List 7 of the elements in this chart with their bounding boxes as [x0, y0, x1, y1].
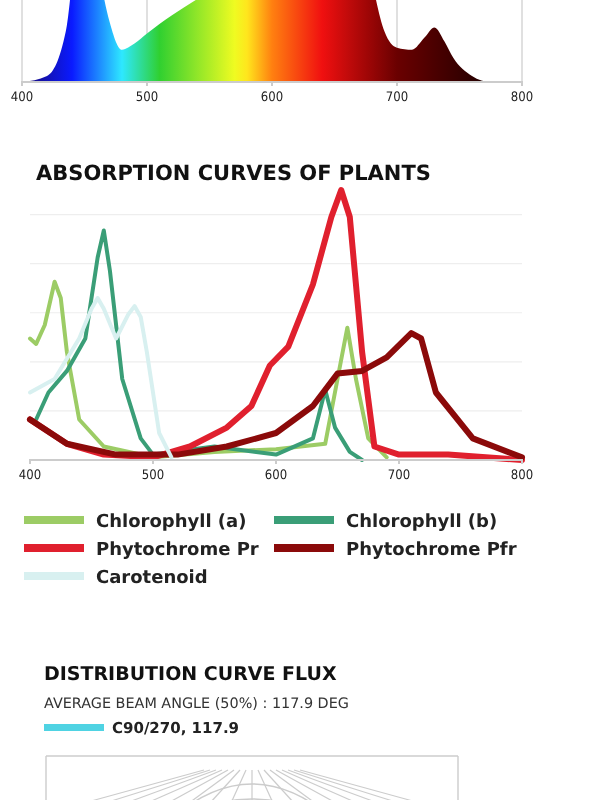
legend-label: Chlorophyll (b) [346, 513, 498, 533]
legend-label: Phytochrome Pfr [346, 541, 518, 561]
chart-title: ABSORPTION CURVES OF PLANTS [36, 162, 431, 186]
legend-label: Chlorophyll (a) [96, 513, 247, 533]
legend-label: Phytochrome Pr [96, 541, 260, 561]
text: DISTRIBUTION CURVE FLUX [44, 664, 338, 686]
legend-label: Carotenoid [96, 569, 208, 589]
